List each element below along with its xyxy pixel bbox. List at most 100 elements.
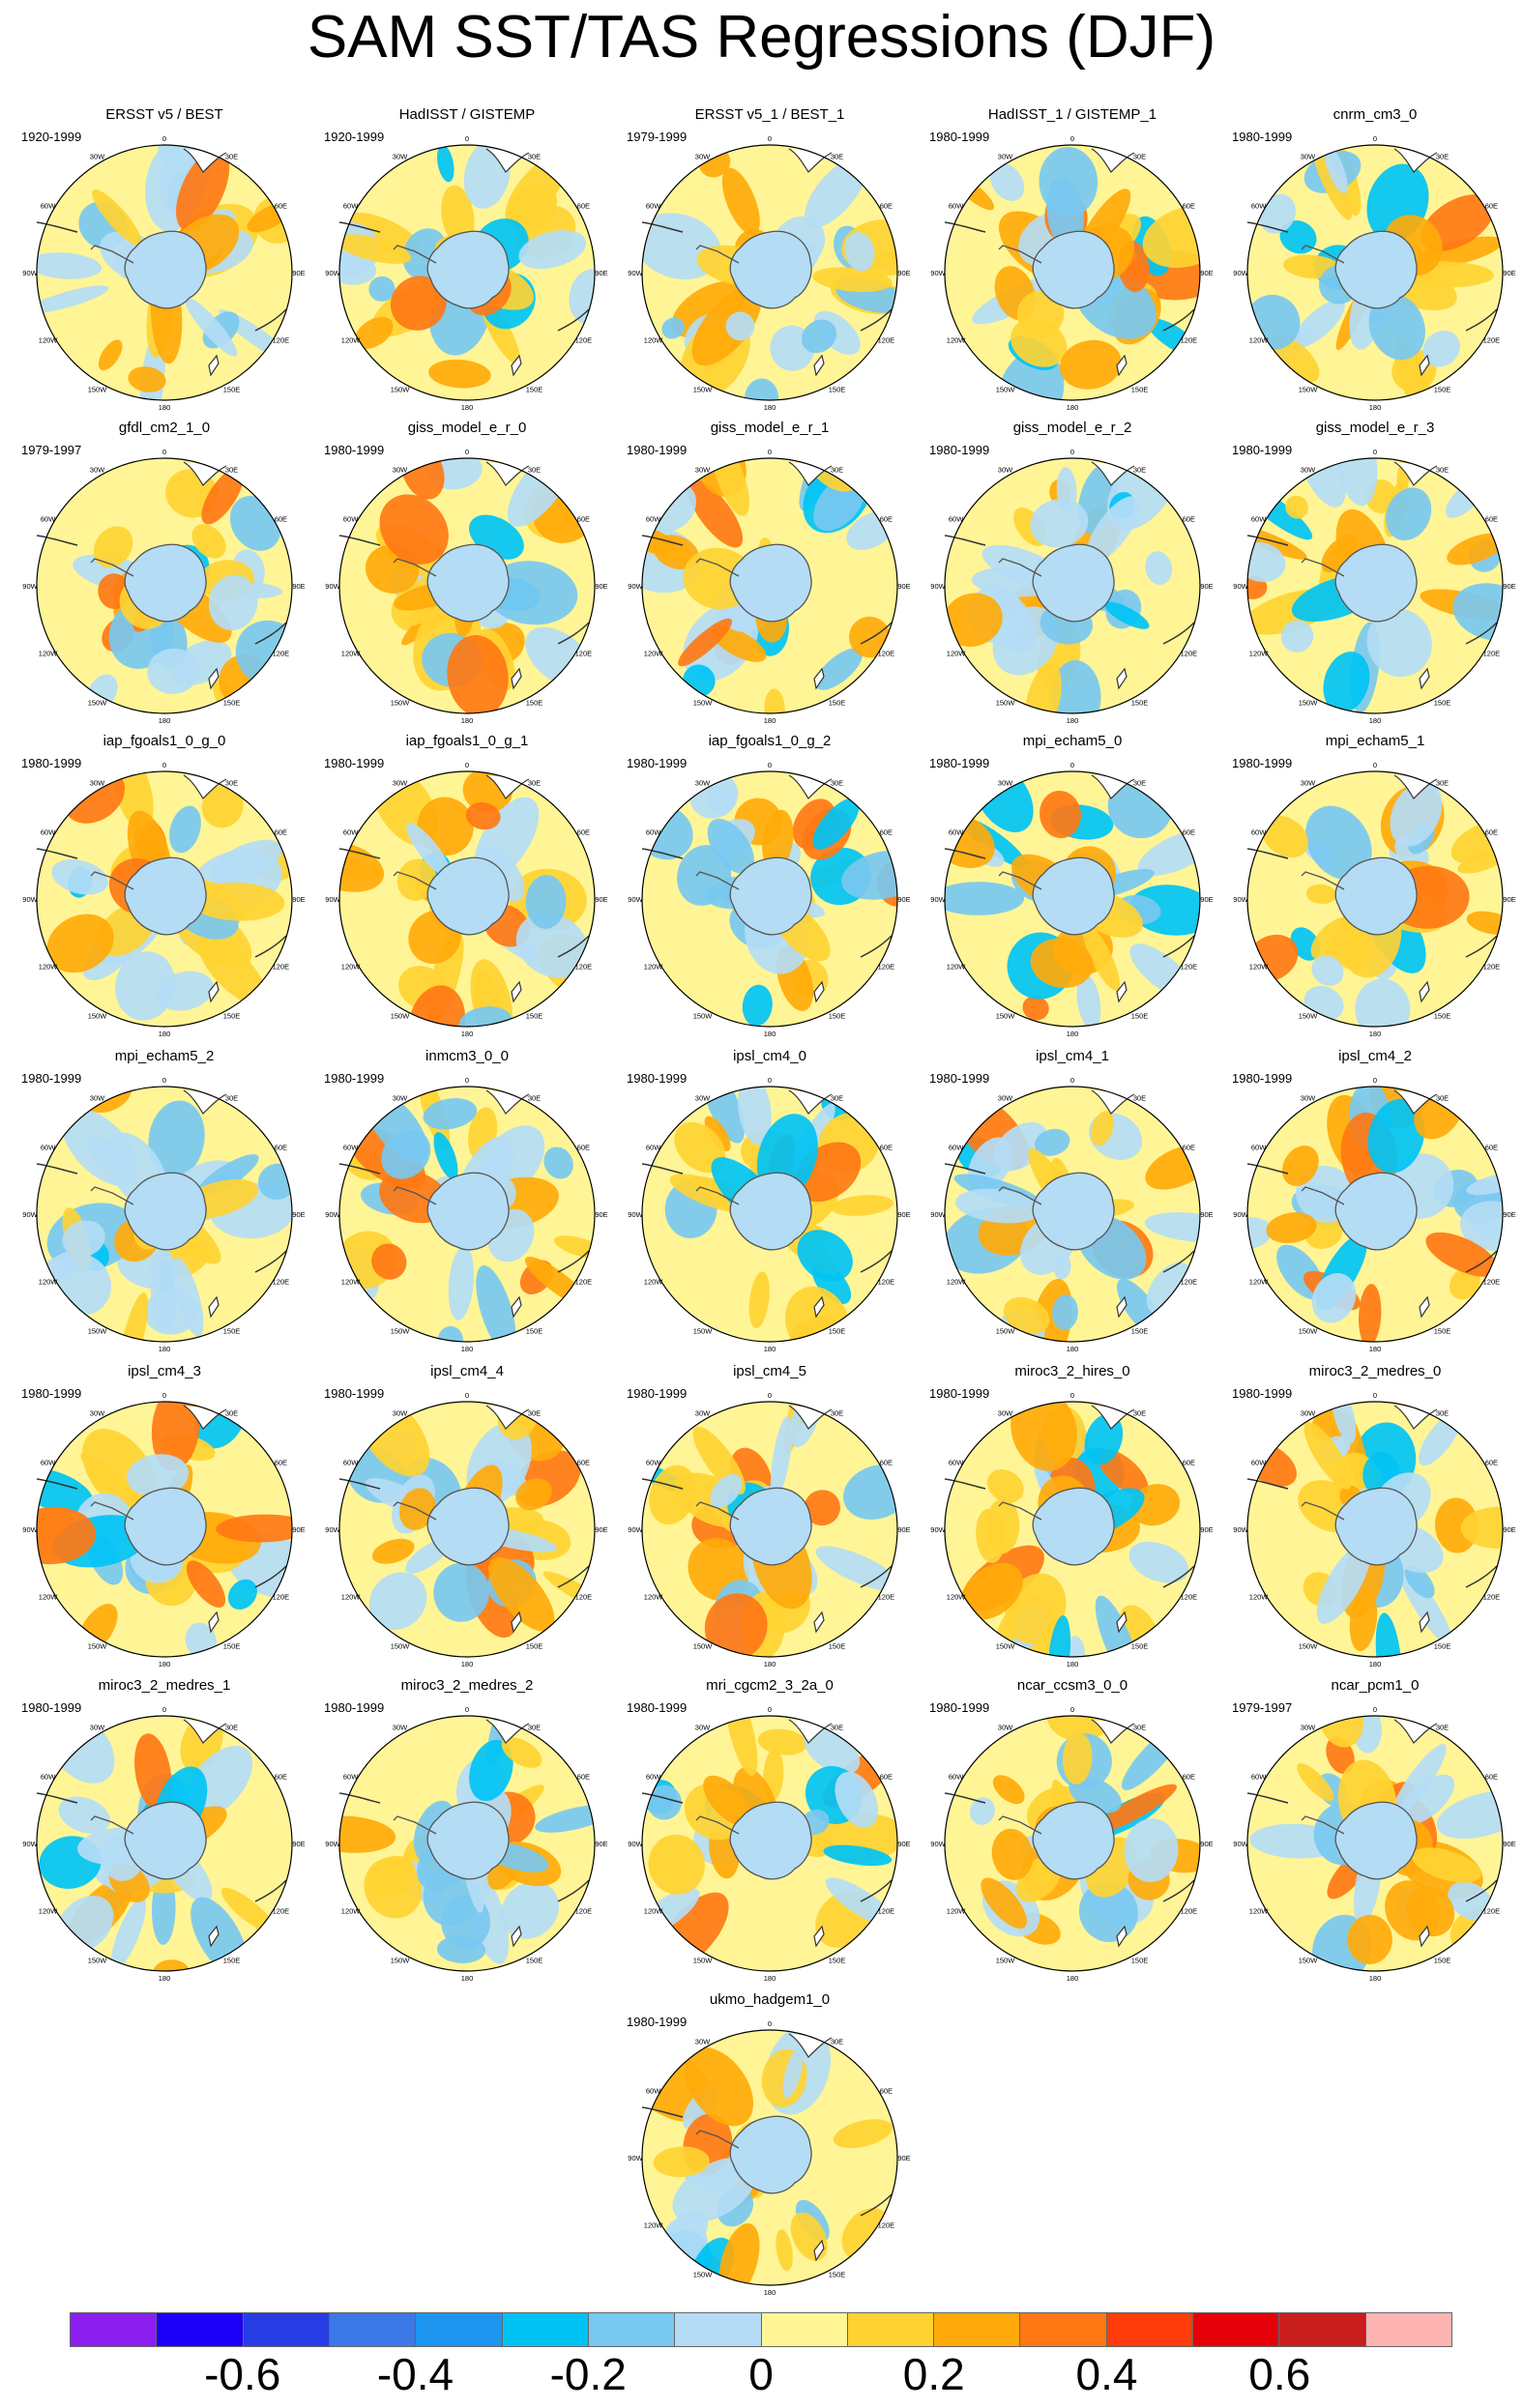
anomaly-region [58,1796,110,1834]
map-boundary [36,1401,293,1658]
longitude-label: 120E [878,650,895,658]
polar-map: 0 30E 60E 90E 120E 150E 180 150W 120W 90W 60W 30W [628,448,910,725]
longitude-label: 60E [577,828,590,837]
map-panel: ncar_ccsm3_0_0 1980-1999 0 30E 60E 90E 120E 150… [927,1677,1217,1983]
longitude-label: 30E [1436,779,1449,788]
anomaly-region [437,145,454,183]
map-panel: giss_model_e_r_3 1980-1999 0 30E 60E 90E 120E 1… [1230,420,1520,725]
longitude-label: 150E [526,1641,543,1650]
longitude-label: 90E [1200,269,1213,277]
new-zealand [208,1295,220,1319]
longitude-label: 150W [88,1956,108,1964]
anomaly-region [1324,145,1348,193]
antarctica-landmass [1334,543,1418,623]
anomaly-region [216,1514,292,1543]
anomaly-region [1390,781,1443,847]
panel-period: 1980-1999 [324,756,385,770]
panel-period: 1980-1999 [324,1700,385,1715]
anomaly-region [110,1897,146,1971]
anomaly-region [1466,1172,1503,1196]
longitude-label: 120E [575,336,593,345]
new-zealand [511,1295,522,1319]
anomaly-region [762,809,794,871]
map-panel: miroc3_2_medres_1 1980-1999 0 30E 60E 90E 120E… [19,1677,309,1983]
polar-map: 0 30E 60E 90E 120E 150E 180 150W 120W 90W 60W 30W [1233,761,1515,1038]
longitude-label: 90E [897,1210,910,1219]
longitude-label: 30E [225,779,238,788]
antarctic-peninsula [1301,1186,1345,1205]
longitude-label: 180 [1067,403,1079,412]
longitude-label: 150E [1434,698,1451,707]
anomaly-region [111,771,154,830]
south-america-coast [36,1478,78,1490]
anomaly-region [92,189,142,247]
longitude-label: 90E [897,2154,910,2162]
anomaly-region [1349,1588,1378,1652]
antarctic-peninsula [1301,558,1345,577]
anomaly-region [989,162,1025,201]
longitude-label: 60E [1485,1144,1498,1152]
anomaly-region [849,616,891,658]
panel-period: 1980-1999 [324,443,385,457]
new-zealand [511,667,522,690]
polar-map: 0 30E 60E 90E 120E 150E 180 150W 120W 90W 60W 30W [930,134,1213,412]
longitude-label: 30W [998,1724,1013,1732]
anomaly-region [1090,1111,1115,1146]
anomaly-region [704,1116,731,1152]
south-america-coast [36,1163,78,1175]
longitude-label: 60E [880,1144,893,1152]
anomaly-region [448,1246,475,1320]
anomaly-region [945,882,1025,915]
anomaly-region [1035,1128,1070,1156]
anomaly-region [51,859,108,895]
longitude-label: 30W [393,153,408,161]
anomaly-region [1422,330,1460,367]
longitude-label: 60W [949,1144,964,1152]
longitude-label: 150W [1299,385,1319,393]
anomaly-region [815,648,863,690]
anomaly-region [833,2119,893,2149]
longitude-label: 60E [577,1144,590,1152]
longitude-label: 150W [693,1011,714,1020]
longitude-label: 120W [39,963,59,972]
antarctic-peninsula [393,871,437,890]
anomaly-region [1040,790,1081,839]
map-boundary [641,1086,898,1343]
panel-period: 1980-1999 [929,443,990,457]
longitude-label: 120W [947,963,967,972]
longitude-label: 60W [646,515,661,524]
anomaly-region [1304,805,1372,881]
map-panel: HadISST_1 / GISTEMP_1 1980-1999 0 30E 60E 90E… [927,106,1217,412]
longitude-label: 60W [646,828,661,837]
panel-title: gfdl_cm2_1_0 [118,420,211,436]
longitude-label: 30W [998,466,1013,475]
anomaly-region [1124,1818,1179,1883]
map-boundary [36,1086,293,1343]
panel-title: giss_model_e_r_2 [1012,420,1132,436]
longitude-label: 180 [764,403,776,412]
anomaly-region [339,1815,396,1853]
panel-period: 1980-1999 [1232,1386,1293,1401]
panel-period: 1980-1999 [627,1700,688,1715]
longitude-label: 30W [998,779,1013,788]
longitude-label: 180 [764,2288,776,2297]
new-zealand [1116,354,1128,377]
longitude-label: 90W [930,1525,946,1534]
antarctic-peninsula [998,245,1042,264]
anomaly-region [344,212,422,257]
longitude-label: 180 [461,1974,474,1983]
anomaly-region [201,467,244,525]
panel-period: 1980-1999 [21,1071,82,1086]
longitude-label: 0 [1070,1391,1074,1400]
anomaly-region [757,1728,807,1755]
longitude-label: 120E [1483,963,1501,972]
longitude-label: 150E [223,1011,241,1020]
longitude-label: 60W [646,202,661,211]
anomaly-region [169,805,201,854]
longitude-label: 90W [628,1210,643,1219]
longitude-label: 90E [897,1525,910,1534]
map-panel: iap_fgoals1_0_g_1 1980-1999 0 30E 60E 90E 120E… [322,733,612,1038]
anomaly-region [80,1453,149,1515]
longitude-label: 60E [1485,515,1498,524]
longitude-label: 30E [831,466,843,475]
